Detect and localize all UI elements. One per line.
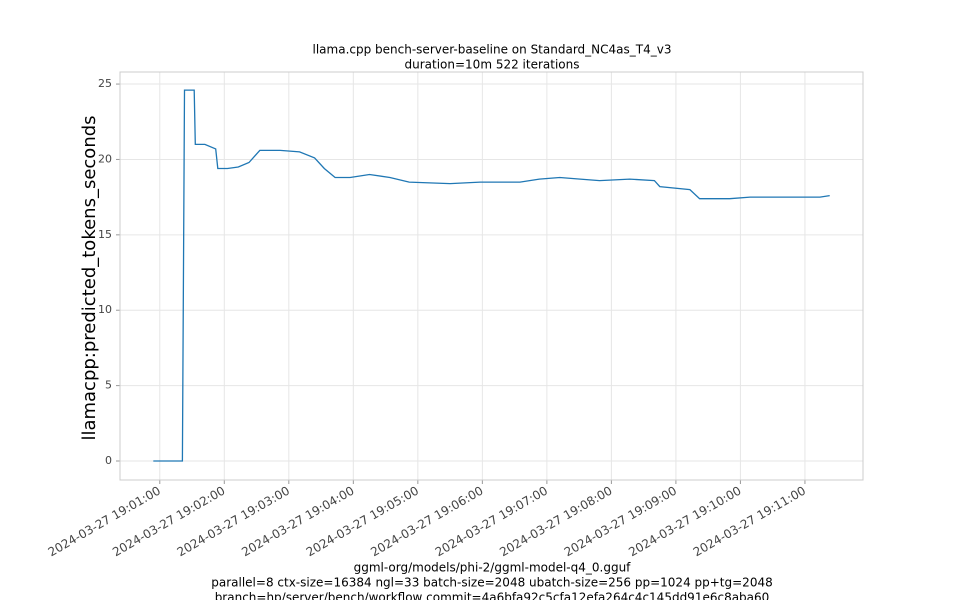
x-tick-label: 2024-03-27 19:07:00: [433, 484, 550, 560]
x-tick-label: 2024-03-27 19:10:00: [626, 484, 743, 560]
x-tick-label: 2024-03-27 19:02:00: [110, 484, 227, 560]
x-tick-label: 2024-03-27 19:04:00: [239, 484, 356, 560]
chart-title: llama.cpp bench-server-baseline on Stand…: [313, 43, 672, 57]
data-line: [153, 89, 830, 462]
plot-frame: [119, 71, 864, 481]
caption: parallel=8 ctx-size=16384 ngl=33 batch-s…: [211, 576, 772, 590]
x-tick-label: 2024-03-27 19:08:00: [497, 484, 614, 560]
x-tick-label: 2024-03-27 19:09:00: [562, 484, 679, 560]
y-axis-label: llamacpp:predicted_tokens_seconds: [79, 115, 100, 440]
y-tick-label: 10: [98, 303, 112, 316]
y-tick-label: 5: [105, 379, 112, 392]
y-tick-label: 0: [105, 454, 112, 467]
x-tick-label: 2024-03-27 19:03:00: [175, 484, 292, 560]
x-tick-label: 2024-03-27 19:06:00: [368, 484, 485, 560]
x-tick-label: 2024-03-27 19:01:00: [46, 484, 163, 560]
caption: ggml-org/models/phi-2/ggml-model-q4_0.gg…: [354, 561, 632, 575]
y-tick-label: 25: [98, 77, 112, 90]
y-tick-label: 20: [98, 152, 112, 165]
y-tick-label: 15: [98, 228, 112, 241]
chart-subtitle: duration=10m 522 iterations: [405, 58, 580, 72]
caption: branch=hp/server/bench/workflow commit=4…: [215, 591, 770, 600]
x-tick-label: 2024-03-27 19:05:00: [304, 484, 421, 560]
x-tick-label: 2024-03-27 19:11:00: [691, 484, 808, 560]
